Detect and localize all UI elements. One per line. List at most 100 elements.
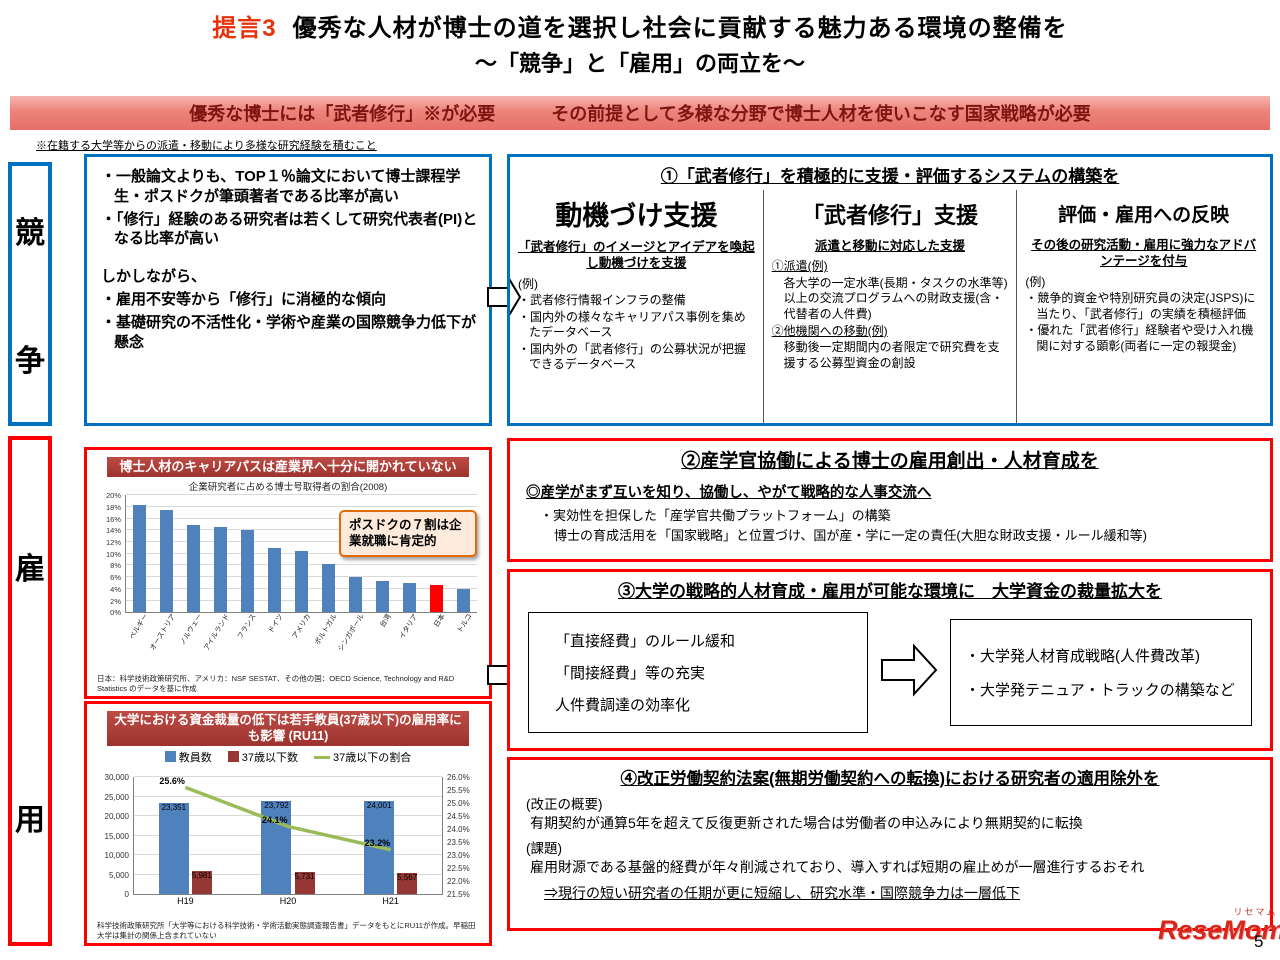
- page-title: 提言3 優秀な人材が博士の道を選択し社会に貢献する魅力ある環境の整備を: [0, 8, 1280, 43]
- chart1-title: 企業研究者に占める博士号取得者の割合(2008): [188, 482, 388, 494]
- bar-column: 23,351: [158, 777, 189, 895]
- bar-group: ドイツ: [261, 495, 288, 635]
- gridline: [126, 494, 477, 496]
- y-axis-tick: 20%: [105, 491, 121, 501]
- bar-group: 23,792 5,731 H20: [237, 777, 340, 906]
- gridline: [134, 776, 442, 778]
- bar: [133, 505, 146, 613]
- x-axis-label: アイルランド: [202, 613, 231, 653]
- legend-item-under37: 37歳以下数: [227, 749, 298, 765]
- x-axis-label: オーストリア: [148, 613, 177, 653]
- bar-value-label: 5,731: [294, 871, 315, 881]
- bar: [191, 870, 212, 895]
- proposal2-lead: ◎産学がまず互いを知り、協働し、やがて戦略的な人事交流へ: [526, 485, 932, 501]
- column3-line: ・競争的資金や特別研究員の決定(JSPS)に当たり、「武者修行」の実績を積極評価: [1025, 291, 1256, 321]
- legend-label: 37歳以下の割合: [333, 752, 412, 765]
- funding-measure-3: 人件費調達の効率化: [555, 697, 691, 714]
- bar-group: 23,351 5,981 H19: [134, 777, 237, 906]
- bar: [397, 872, 418, 895]
- bar-group: オーストリア: [149, 495, 180, 652]
- column2-line: ②他機関への移動(例): [771, 323, 888, 338]
- bar: [158, 803, 189, 895]
- y-axis-tick: 8%: [110, 561, 121, 571]
- logo-text: ReseMom: [1158, 915, 1280, 945]
- bar-value-label: 23,351: [161, 803, 187, 813]
- musha-shugyo-footnote: ※在籍する大学等からの派遣・移動により多様な研究経験を積むこと: [36, 140, 377, 152]
- bar-group: シンガポール: [338, 495, 369, 653]
- banner-right-text: その前提として多様な分野で博士人材を使いこなす国家戦略が必要: [551, 104, 1091, 124]
- proposal1-columns: 動機づけ支援 「武者修行」のイメージとアイデアを喚起し動機づけを支援 (例) ・…: [510, 190, 1270, 424]
- proposal4-title: ④改正労働契約法案(無期労働契約への転換)における研究者の適用除外を: [620, 770, 1160, 788]
- bar: [187, 524, 200, 613]
- y-axis-tick: 23.5%: [447, 838, 470, 848]
- column-motivation-support: 動機づけ支援 「武者修行」のイメージとアイデアを喚起し動機づけを支援 (例) ・…: [510, 190, 763, 424]
- proposal1-box: ①「武者修行」を積極的に支援・評価するシステムの構築を 動機づけ支援 「武者修行…: [507, 154, 1273, 426]
- column-evaluation-employment: 評価・雇用への反映 その後の研究活動・雇用に強力なアドバンテージを付与 (例) …: [1016, 190, 1270, 424]
- proposal3-box: ③大学の戦略的人材育成・雇用が可能な環境に 大学資金の裁量拡大を 「直接経費」の…: [507, 569, 1273, 751]
- proposal2-box: ②産学官協働による博士の雇用創出・人材育成を ◎産学がまず互いを知り、協働し、や…: [507, 438, 1273, 562]
- outcome-2: ・大学発テニュア・トラックの構築など: [965, 682, 1235, 699]
- bar-column: 5,731: [294, 777, 315, 895]
- y-axis-tick: 2%: [110, 596, 121, 606]
- y-axis-tick: 18%: [105, 502, 121, 512]
- bar-group: 台湾: [369, 495, 396, 629]
- issue-label: (課題): [526, 840, 562, 856]
- x-axis-label: ベルギー: [129, 613, 150, 641]
- postdoc-callout: ポスドクの７割は企業就職に肯定的: [339, 510, 477, 557]
- legend-label: 37歳以下数: [241, 752, 298, 765]
- bar-column: 24,001: [364, 777, 395, 895]
- y-axis-tick: 25,000: [104, 792, 129, 802]
- bar-group: ノルウェー: [179, 495, 207, 647]
- conclusion-text: ⇒現行の短い研究者の任期が更に短縮し、研究水準・国際競争力は一層低下: [544, 884, 1020, 901]
- x-axis-label: 日本: [433, 613, 447, 629]
- y-axis-tick: 24.0%: [447, 825, 470, 835]
- column-musha-shugyo-support: 「武者修行」支援 派遣と移動に対応した支援 ①派遣(例) 各大学の一定水準(長期…: [762, 190, 1017, 424]
- line-point-label: 23.2%: [364, 838, 391, 849]
- x-axis-label: ドイツ: [267, 613, 285, 635]
- bar: [349, 577, 362, 613]
- chart1-y-axis: 0% 2% 4% 6% 8% 10% 12% 14% 16% 18% 20%: [99, 491, 123, 617]
- column1-line: ・国内外の様々なキャリアパス事例を集めたデータベース: [518, 309, 746, 340]
- column1-line: ・国内外の「武者修行」の公募状況が把握できるデータベース: [518, 341, 747, 372]
- column1-heading: 動機づけ支援: [555, 201, 718, 231]
- bar-value-label: 5,981: [191, 870, 212, 880]
- line-point-label: 25.6%: [159, 775, 185, 786]
- resemom-logo: リセマム ReseMom: [1158, 908, 1280, 944]
- bar: [376, 581, 389, 613]
- column2-line: 各大学の一定水準(長期・タスクの水準等)以上の交流プログラムへの財政支援(含・代…: [783, 275, 1008, 322]
- x-axis-label: トルコ: [456, 613, 474, 635]
- bar-column: 23,792: [261, 777, 292, 895]
- career-path-chart-box: 博士人材のキャリアパスは産業界へ十分に開かれていない 企業研究者に占める博士号取…: [84, 447, 492, 699]
- chart1-source-note: 日本：科学技術政策研究所、アメリカ：NSF SESTAT、その他の国：OECD …: [97, 674, 455, 693]
- y-axis-tick: 22.0%: [447, 877, 470, 887]
- employment-char-1: 雇: [15, 552, 45, 586]
- y-axis-tick: 30,000: [104, 773, 129, 783]
- amendment-overview-text: 有期契約が通算5年を超えて反復更新された場合は労働者の申込みにより無期契約に転換: [530, 815, 1083, 831]
- competition-issues-box: ・一般論文よりも、TOP１％論文において博士課程学生・ポスドクが筆頭著者である比…: [84, 154, 492, 426]
- proposal2-item-1: ・実効性を担保した「産学官共働プラットフォーム」の構築: [540, 508, 891, 523]
- y-axis-tick: 0: [124, 890, 129, 900]
- bar-group: 24,001 5,567 H21: [339, 777, 442, 906]
- y-axis-tick: 15,000: [104, 831, 129, 841]
- funding-measure-1: 「直接経費」のルール緩和: [555, 633, 736, 650]
- banner-left-text: 優秀な博士には「武者修行」※が必要: [189, 104, 496, 124]
- y-axis-tick: 21.5%: [447, 890, 470, 900]
- chart2-legend: 教員数 37歳以下数 37歳以下の割合: [87, 749, 489, 765]
- bar: [160, 509, 173, 613]
- bar: [268, 547, 281, 613]
- right-arrow-icon: [880, 640, 938, 705]
- bar-column: 5,567: [397, 777, 418, 895]
- university-funding-chart-box: 大学における資金裁量の低下は若手教員(37歳以下)の雇用率にも影響 (RU11)…: [84, 701, 492, 946]
- outcome-1: ・大学発人材育成戦略(人件費改革): [965, 648, 1200, 665]
- sidebar-label-competition: 競 争: [8, 162, 52, 426]
- competition-however: しかしながら、: [101, 268, 207, 286]
- y-axis-tick: 6%: [110, 573, 121, 583]
- legend-swatch-ratio-line: [314, 756, 330, 760]
- y-axis-tick: 25.0%: [447, 799, 470, 809]
- chart2-source-note: 科学技術政策研究所「大学等における科学技術・学術活動実態調査報告書」データをもと…: [97, 921, 476, 940]
- proposal2-item-2: 博士の育成活用を「国家戦略」と位置づけ、国が産・学に一定の責任(大胆な財政支援・…: [554, 528, 1148, 543]
- funding-measures-box: 「直接経費」のルール緩和 「間接経費」等の充実 人件費調達の効率化: [528, 612, 868, 733]
- competition-char-2: 争: [15, 345, 45, 378]
- legend-label: 教員数: [178, 752, 212, 765]
- competition-bullet-1: ・一般論文よりも、TOP１％論文において博士課程学生・ポスドクが筆頭著者である比…: [101, 168, 461, 205]
